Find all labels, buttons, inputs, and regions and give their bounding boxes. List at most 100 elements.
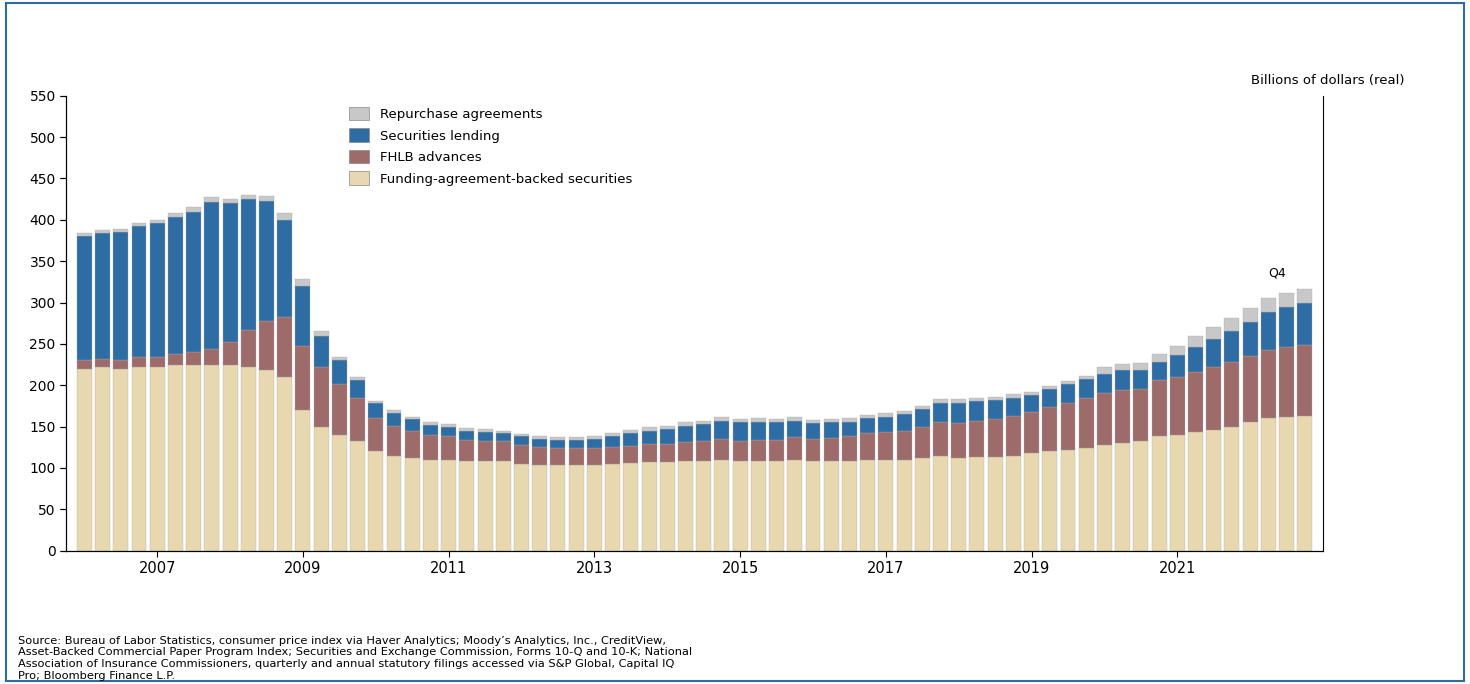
Bar [732, 440, 748, 461]
Bar [423, 435, 438, 460]
Bar [1005, 397, 1020, 416]
Bar [76, 369, 91, 551]
Bar [1298, 289, 1313, 303]
Bar [897, 411, 911, 415]
Bar [423, 460, 438, 551]
Bar [751, 440, 766, 461]
Bar [168, 213, 182, 217]
Bar [769, 461, 784, 551]
Bar [897, 460, 911, 551]
Bar [495, 433, 510, 441]
Bar [1225, 362, 1239, 427]
Bar [823, 438, 839, 461]
Bar [332, 435, 347, 551]
Bar [678, 461, 692, 551]
Bar [1207, 367, 1222, 430]
Text: Billions of dollars (real): Billions of dollars (real) [1251, 74, 1405, 87]
Bar [660, 429, 675, 444]
Bar [587, 436, 601, 439]
Bar [897, 415, 911, 431]
Bar [641, 462, 657, 551]
Bar [187, 211, 201, 352]
Bar [532, 447, 547, 465]
Bar [1188, 347, 1202, 372]
Bar [332, 357, 347, 360]
Bar [1170, 377, 1185, 435]
Bar [76, 233, 91, 237]
Bar [1060, 384, 1076, 403]
Bar [1225, 330, 1239, 362]
Bar [1133, 389, 1148, 441]
Bar [697, 461, 711, 551]
Bar [714, 439, 729, 460]
Bar [1116, 390, 1130, 443]
Bar [1242, 356, 1258, 423]
Bar [842, 419, 857, 421]
Bar [623, 463, 638, 551]
Bar [550, 448, 566, 465]
Bar [641, 444, 657, 462]
Bar [369, 404, 384, 419]
Bar [1298, 345, 1313, 416]
Bar [350, 380, 365, 399]
Bar [460, 461, 475, 551]
Bar [823, 461, 839, 551]
Bar [187, 365, 201, 551]
Bar [495, 441, 510, 461]
Bar [1279, 308, 1294, 347]
Bar [113, 360, 128, 369]
Bar [1060, 381, 1076, 384]
Bar [660, 444, 675, 462]
Bar [914, 458, 929, 551]
Bar [1079, 448, 1094, 551]
Bar [606, 436, 620, 447]
Bar [313, 367, 329, 427]
Bar [1170, 345, 1185, 356]
Bar [295, 279, 310, 286]
Bar [788, 421, 803, 437]
Bar [404, 417, 420, 419]
Bar [1298, 416, 1313, 551]
Bar [842, 421, 857, 436]
Bar [860, 433, 875, 460]
Bar [441, 436, 456, 460]
Bar [732, 461, 748, 551]
Bar [113, 369, 128, 551]
Bar [1116, 443, 1130, 551]
Bar [96, 367, 110, 551]
Bar [1116, 370, 1130, 390]
Bar [514, 464, 529, 551]
Bar [460, 431, 475, 440]
Bar [879, 413, 894, 417]
Bar [1151, 380, 1167, 436]
Bar [1097, 367, 1111, 373]
Bar [387, 425, 401, 456]
Bar [278, 317, 293, 377]
Bar [969, 397, 985, 401]
Bar [369, 401, 384, 404]
Bar [168, 217, 182, 354]
Bar [587, 464, 601, 551]
Bar [241, 330, 256, 367]
Bar [769, 423, 784, 440]
Bar [769, 419, 784, 423]
Bar [587, 439, 601, 448]
Bar [623, 433, 638, 445]
Bar [313, 332, 329, 336]
Bar [259, 196, 273, 201]
Bar [278, 220, 293, 317]
Bar [732, 423, 748, 440]
Bar [168, 354, 182, 365]
Bar [751, 421, 766, 440]
Bar [423, 423, 438, 425]
Bar [1225, 427, 1239, 551]
Bar [1079, 380, 1094, 399]
Bar [1042, 407, 1057, 451]
Bar [1170, 435, 1185, 551]
Bar [988, 419, 1003, 457]
Bar [187, 207, 201, 211]
Bar [1151, 362, 1167, 380]
Bar [404, 419, 420, 431]
Bar [113, 229, 128, 233]
Bar [1225, 318, 1239, 330]
